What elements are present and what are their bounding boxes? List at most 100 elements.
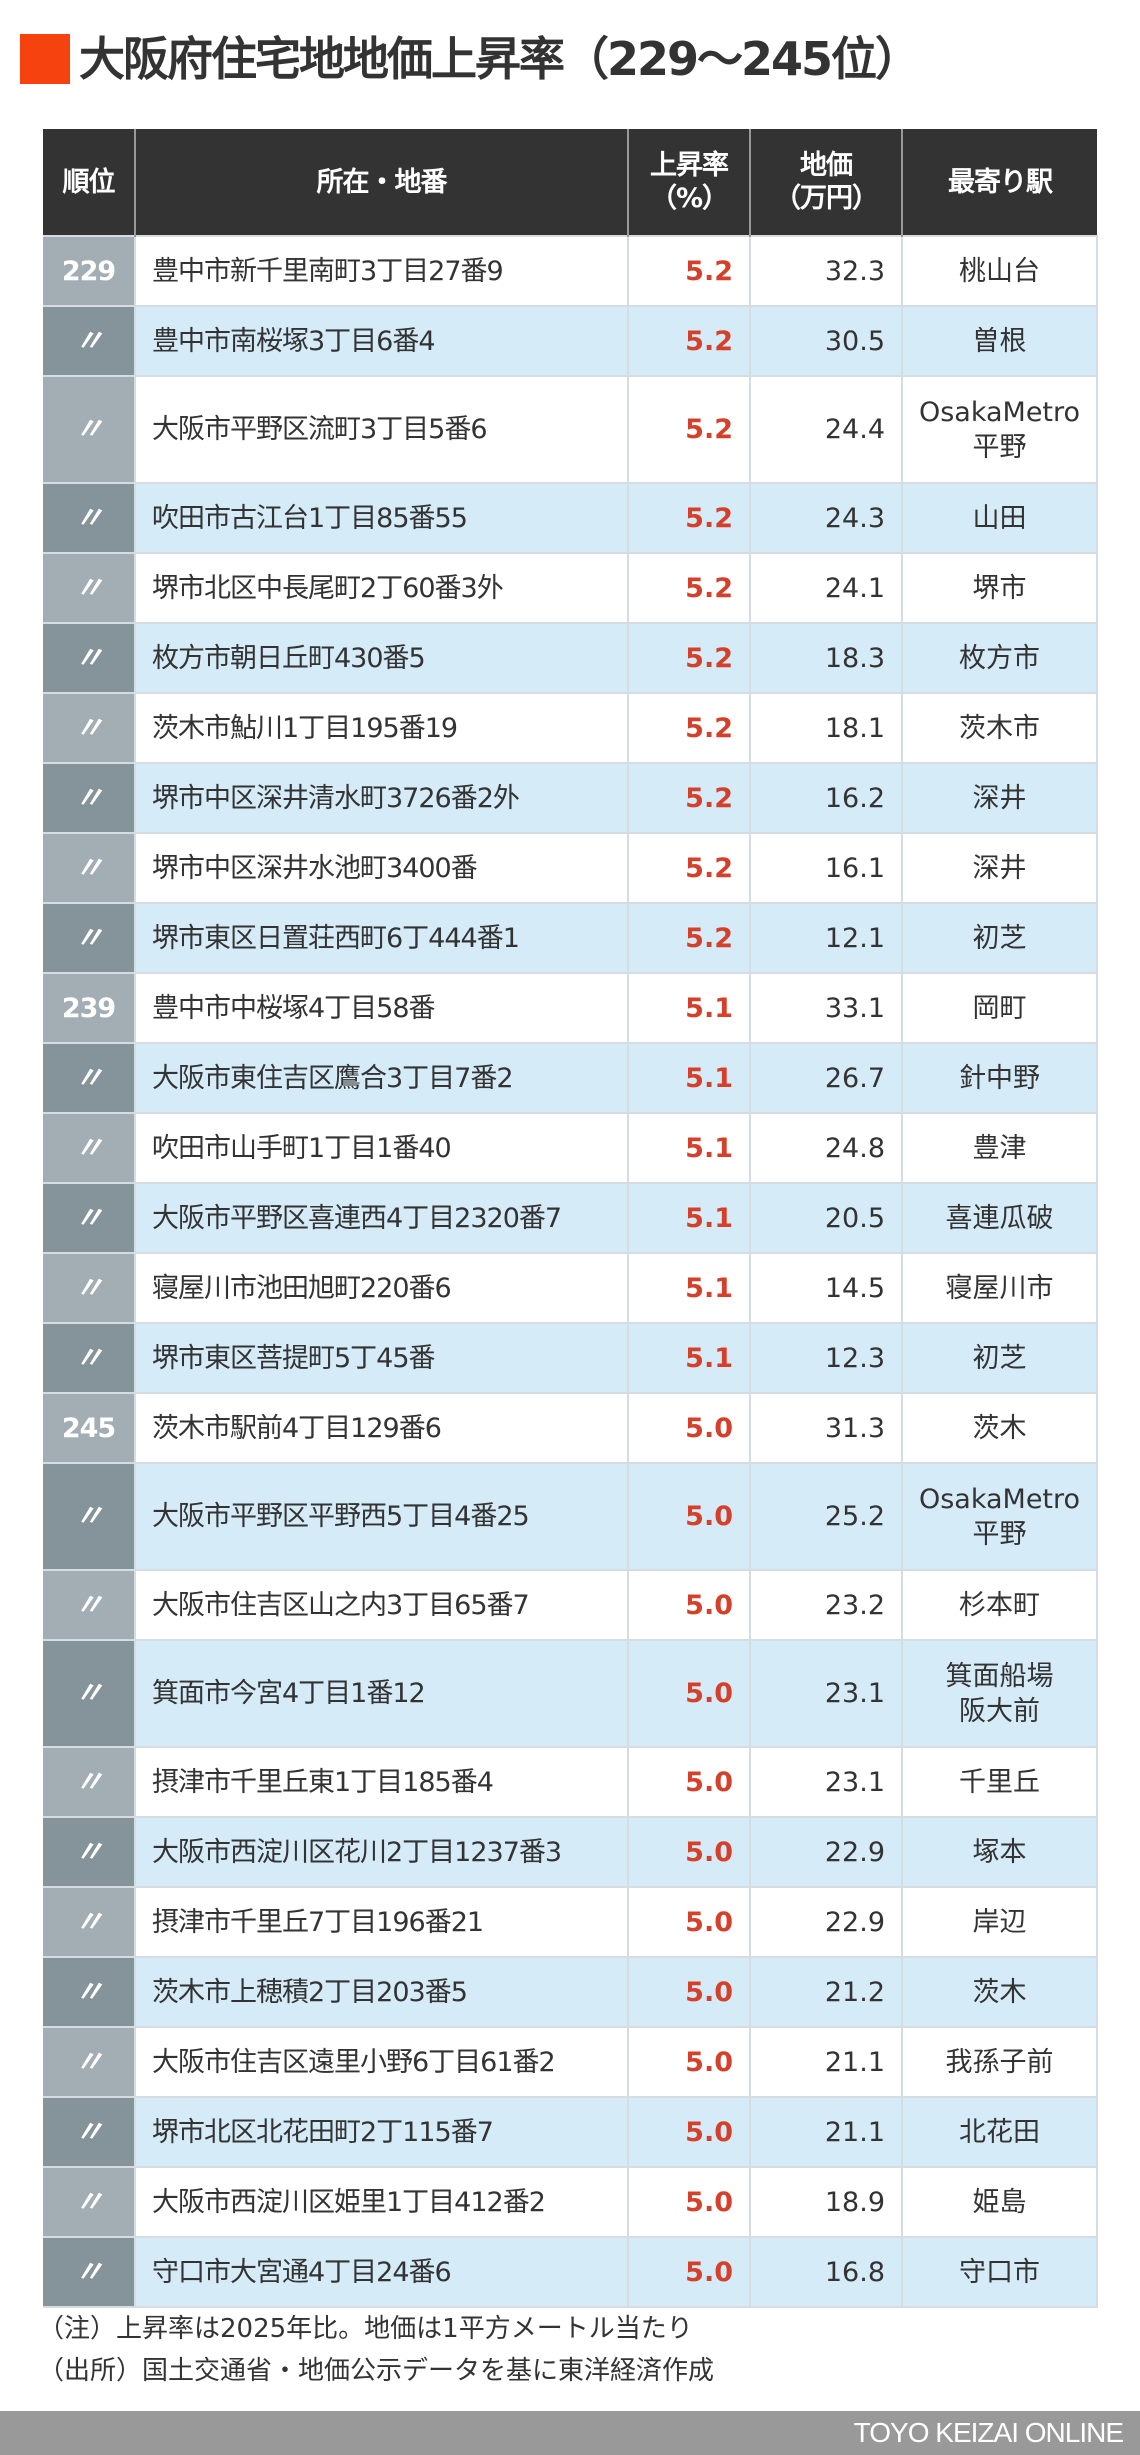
rank-cell: 〃 bbox=[43, 552, 135, 623]
station-cell: 喜連瓜破 bbox=[901, 1182, 1098, 1253]
rank-cell: 229 bbox=[43, 235, 135, 306]
station-cell: 深井 bbox=[901, 832, 1098, 903]
rank-cell: 〃 bbox=[43, 1112, 135, 1183]
location-cell: 枚方市朝日丘町430番5 bbox=[134, 622, 628, 693]
station-line1: 我孫子前 bbox=[945, 2046, 1054, 2078]
rate-cell: 5.1 bbox=[627, 1252, 750, 1323]
station-line1: 堺市 bbox=[972, 572, 1027, 604]
station-cell: 豊津 bbox=[901, 1112, 1098, 1183]
station-line1: 茨木 bbox=[972, 1976, 1027, 2008]
station-cell: OsakaMetro 平野 bbox=[901, 375, 1098, 483]
price-cell: 24.1 bbox=[749, 552, 902, 623]
location-cell: 大阪市西淀川区花川2丁目1237番3 bbox=[134, 1816, 628, 1887]
header-price: 地価 （万円） bbox=[749, 129, 902, 236]
rate-cell: 5.2 bbox=[627, 832, 750, 903]
location-cell: 摂津市千里丘7丁目196番21 bbox=[134, 1886, 628, 1957]
rate-cell: 5.2 bbox=[627, 305, 750, 376]
rank-cell: 245 bbox=[43, 1392, 135, 1463]
price-cell: 21.1 bbox=[749, 2096, 902, 2167]
table-row: 〃大阪市東住吉区鷹合3丁目7番2 5.1 26.7 針中野 bbox=[43, 1042, 1098, 1113]
location-cell: 堺市東区日置荘西町6丁444番1 bbox=[134, 902, 628, 973]
rank-cell: 〃 bbox=[43, 375, 135, 483]
rank-cell: 〃 bbox=[43, 1956, 135, 2027]
location-cell: 吹田市山手町1丁目1番40 bbox=[134, 1112, 628, 1183]
rank-cell: 〃 bbox=[43, 1462, 135, 1570]
footnotes: （注）上昇率は2025年比。地価は1平方メートル当たり （出所）国土交通省・地価… bbox=[38, 2308, 714, 2392]
station-line1: 深井 bbox=[972, 852, 1027, 884]
header-price-line2: （万円） bbox=[774, 183, 879, 214]
table-row: 〃摂津市千里丘7丁目196番21 5.0 22.9 岸辺 bbox=[43, 1886, 1098, 1957]
table-row: 〃茨木市上穂積2丁目203番5 5.0 21.2 茨木 bbox=[43, 1956, 1098, 2027]
rank-cell: 〃 bbox=[43, 762, 135, 833]
location-cell: 大阪市平野区平野西5丁目4番25 bbox=[134, 1462, 628, 1570]
station-line1: 塚本 bbox=[972, 1836, 1027, 1868]
table-row: 245 茨木市駅前4丁目129番6 5.0 31.3 茨木 bbox=[43, 1392, 1098, 1463]
station-line1: 北花田 bbox=[959, 2116, 1040, 2148]
rate-cell: 5.2 bbox=[627, 235, 750, 306]
rank-cell: 〃 bbox=[43, 482, 135, 553]
station-cell: 守口市 bbox=[901, 2236, 1098, 2308]
station-cell: 茨木市 bbox=[901, 692, 1098, 763]
rank-cell: 〃 bbox=[43, 622, 135, 693]
rank-cell: 〃 bbox=[43, 2236, 135, 2308]
station-cell: 深井 bbox=[901, 762, 1098, 833]
price-cell: 24.4 bbox=[749, 375, 902, 483]
rate-cell: 5.0 bbox=[627, 2236, 750, 2308]
station-line1: 曽根 bbox=[972, 325, 1027, 357]
note-text: （注）上昇率は2025年比。地価は1平方メートル当たり bbox=[38, 2314, 693, 2344]
footer-brand: TOYO KEIZAI ONLINE bbox=[853, 2417, 1124, 2448]
station-cell: 枚方市 bbox=[901, 622, 1098, 693]
rate-cell: 5.0 bbox=[627, 1746, 750, 1817]
table-row: 〃堺市北区中長尾町2丁60番3外 5.2 24.1 堺市 bbox=[43, 552, 1098, 623]
location-cell: 箕面市今宮4丁目1番12 bbox=[134, 1639, 628, 1747]
price-cell: 14.5 bbox=[749, 1252, 902, 1323]
station-line1: 喜連瓜破 bbox=[945, 1202, 1054, 1234]
table-row: 〃堺市北区北花田町2丁115番7 5.0 21.1 北花田 bbox=[43, 2096, 1098, 2167]
station-line1: 守口市 bbox=[959, 2256, 1040, 2288]
station-line2: 阪大前 bbox=[959, 1695, 1040, 1727]
rank-cell: 〃 bbox=[43, 1252, 135, 1323]
station-line1: 千里丘 bbox=[959, 1766, 1040, 1798]
rate-cell: 5.1 bbox=[627, 1322, 750, 1393]
price-cell: 25.2 bbox=[749, 1462, 902, 1570]
rank-cell: 〃 bbox=[43, 1042, 135, 1113]
rate-cell: 5.0 bbox=[627, 1462, 750, 1570]
location-cell: 堺市東区菩提町5丁45番 bbox=[134, 1322, 628, 1393]
station-cell: 我孫子前 bbox=[901, 2026, 1098, 2097]
station-line1: 初芝 bbox=[972, 922, 1027, 954]
station-line1: 岸辺 bbox=[972, 1906, 1027, 1938]
station-cell: 寝屋川市 bbox=[901, 1252, 1098, 1323]
rank-cell: 〃 bbox=[43, 1322, 135, 1393]
rate-cell: 5.1 bbox=[627, 1042, 750, 1113]
station-cell: 塚本 bbox=[901, 1816, 1098, 1887]
station-line1: 山田 bbox=[972, 502, 1027, 534]
header-rate: 上昇率 （%） bbox=[627, 129, 750, 236]
header-location: 所在・地番 bbox=[134, 129, 628, 236]
header-price-line1: 地価 bbox=[800, 150, 853, 181]
station-line1: 桃山台 bbox=[959, 255, 1040, 287]
station-line1: 枚方市 bbox=[959, 642, 1040, 674]
location-cell: 茨木市上穂積2丁目203番5 bbox=[134, 1956, 628, 2027]
rate-cell: 5.0 bbox=[627, 1886, 750, 1957]
location-cell: 大阪市平野区流町3丁目5番6 bbox=[134, 375, 628, 483]
table-row: 〃堺市中区深井清水町3726番2外 5.2 16.2 深井 bbox=[43, 762, 1098, 833]
station-line1: 杉本町 bbox=[959, 1589, 1040, 1621]
price-cell: 12.3 bbox=[749, 1322, 902, 1393]
rate-cell: 5.1 bbox=[627, 972, 750, 1043]
station-cell: 針中野 bbox=[901, 1042, 1098, 1113]
station-cell: 岡町 bbox=[901, 972, 1098, 1043]
table-body: 229 豊中市新千里南町3丁目27番9 5.2 32.3 桃山台〃豊中市南桜塚3丁目6番… bbox=[43, 235, 1098, 2308]
station-line1: 茨木市 bbox=[959, 712, 1040, 744]
location-cell: 堺市北区中長尾町2丁60番3外 bbox=[134, 552, 628, 623]
location-cell: 豊中市新千里南町3丁目27番9 bbox=[134, 235, 628, 306]
rate-cell: 5.1 bbox=[627, 1112, 750, 1183]
station-cell: 茨木 bbox=[901, 1956, 1098, 2027]
station-line2: 平野 bbox=[972, 431, 1027, 463]
price-cell: 24.3 bbox=[749, 482, 902, 553]
table-row: 〃摂津市千里丘東1丁目185番4 5.0 23.1 千里丘 bbox=[43, 1746, 1098, 1817]
table-row: 〃大阪市平野区流町3丁目5番6 5.2 24.4 OsakaMetro 平野 bbox=[43, 375, 1098, 483]
price-cell: 18.3 bbox=[749, 622, 902, 693]
rate-cell: 5.2 bbox=[627, 552, 750, 623]
location-cell: 大阪市住吉区山之内3丁目65番7 bbox=[134, 1569, 628, 1640]
location-cell: 大阪市東住吉区鷹合3丁目7番2 bbox=[134, 1042, 628, 1113]
